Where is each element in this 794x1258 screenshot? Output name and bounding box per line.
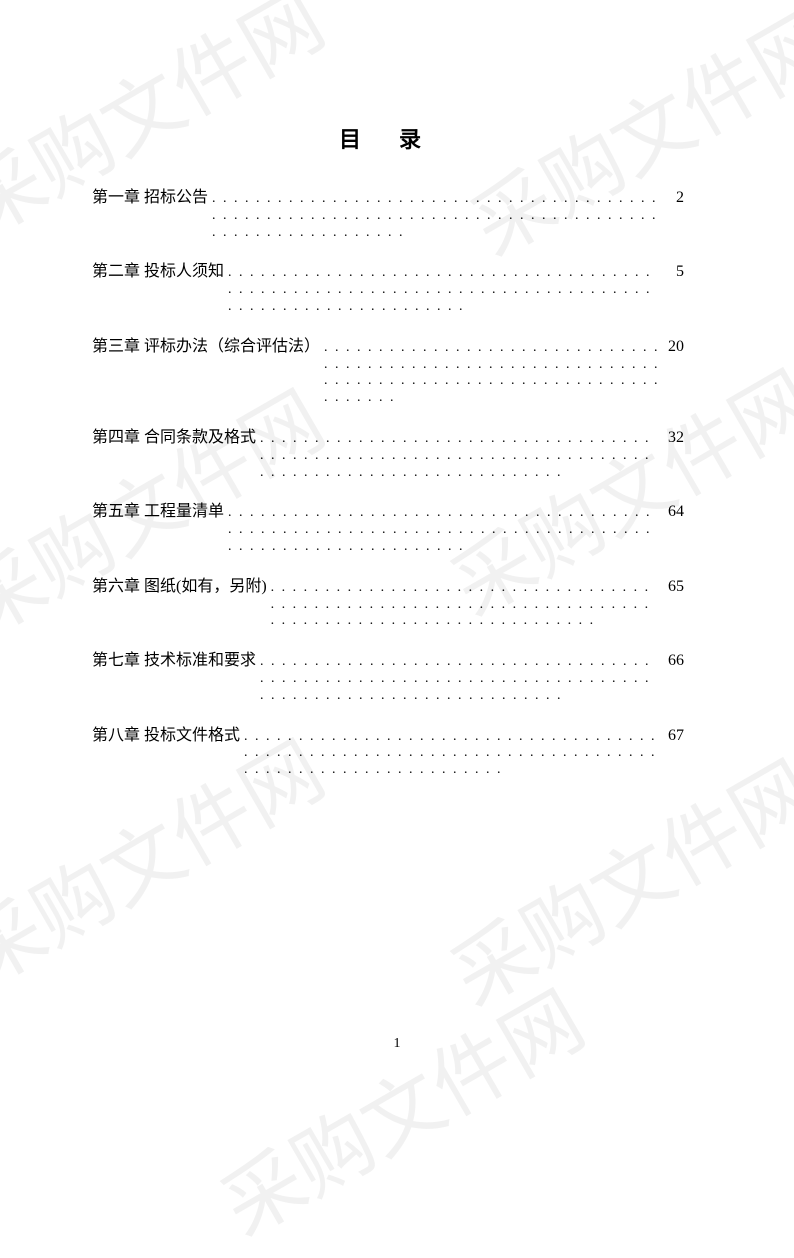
toc-page-number: 65: [664, 577, 684, 596]
page-content: 目 录 第一章 招标公告 2 第二章 投标人须知 5 第三章 评标办法（综合评估…: [0, 0, 794, 779]
toc-page-number: 64: [664, 502, 684, 521]
toc-leader-dots: [244, 729, 660, 779]
toc-row: 第三章 评标办法（综合评估法） 20: [92, 337, 684, 407]
toc-page-number: 2: [664, 188, 684, 207]
toc-page-number: 32: [664, 428, 684, 447]
toc-chapter-label: 第六章 图纸(如有，另附): [92, 577, 267, 596]
toc-leader-dots: [260, 654, 660, 704]
toc-title: 目 录: [92, 122, 684, 154]
toc-row: 第四章 合同条款及格式 32: [92, 428, 684, 481]
toc-page-number: 20: [664, 337, 684, 356]
toc-leader-dots: [260, 431, 660, 481]
toc-leader-dots: [228, 505, 660, 555]
toc-row: 第七章 技术标准和要求 66: [92, 651, 684, 704]
toc-row: 第一章 招标公告 2: [92, 188, 684, 241]
toc-row: 第六章 图纸(如有，另附) 65: [92, 577, 684, 630]
toc-chapter-label: 第三章 评标办法（综合评估法）: [92, 337, 320, 356]
toc-leader-dots: [271, 580, 660, 630]
toc-page-number: 5: [664, 262, 684, 281]
toc-chapter-label: 第二章 投标人须知: [92, 262, 224, 281]
toc-row: 第八章 投标文件格式 67: [92, 726, 684, 779]
toc-leader-dots: [212, 191, 660, 241]
toc-leader-dots: [228, 265, 660, 315]
table-of-contents: 第一章 招标公告 2 第二章 投标人须知 5 第三章 评标办法（综合评估法） 2…: [92, 188, 684, 779]
toc-row: 第五章 工程量清单 64: [92, 502, 684, 555]
toc-chapter-label: 第四章 合同条款及格式: [92, 428, 256, 447]
toc-leader-dots: [324, 340, 660, 407]
page-footer-number: 1: [0, 1036, 794, 1052]
toc-chapter-label: 第八章 投标文件格式: [92, 726, 240, 745]
toc-page-number: 66: [664, 651, 684, 670]
toc-chapter-label: 第一章 招标公告: [92, 188, 208, 207]
toc-page-number: 67: [664, 726, 684, 745]
toc-chapter-label: 第七章 技术标准和要求: [92, 651, 256, 670]
toc-chapter-label: 第五章 工程量清单: [92, 502, 224, 521]
watermark-text: 采购文件网: [198, 958, 602, 1258]
toc-row: 第二章 投标人须知 5: [92, 262, 684, 315]
